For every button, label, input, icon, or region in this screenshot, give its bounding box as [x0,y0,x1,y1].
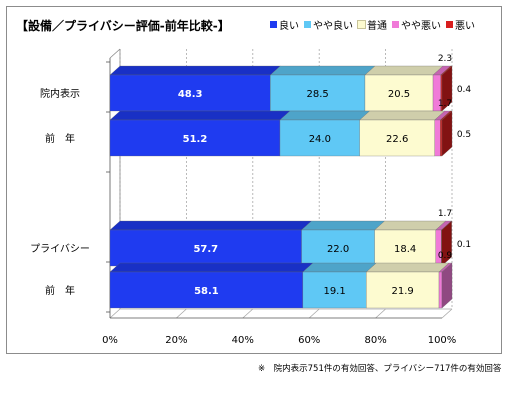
legend-item-2: 普通 [357,17,387,32]
bar-segment [364,74,434,112]
data-label: 51.2 [183,134,208,145]
legend-item-3: やや悪い [392,17,441,32]
bar-top-face [109,110,291,121]
data-label: 21.9 [392,286,414,297]
legend-item-4: 悪い [446,17,475,32]
data-label: 28.5 [307,89,329,100]
bar-top-face [359,110,446,121]
wall-line [109,48,121,59]
x-tick-label: 80% [364,335,386,346]
floor-line [176,308,187,319]
bar-top-face [109,65,281,76]
legend-item-1: やや良い [304,17,353,32]
x-tick-label: 60% [298,335,320,346]
bar-top-face [302,262,377,273]
category-label: 前 年 [45,132,75,145]
data-label-small: 1.7 [438,99,452,109]
legend-swatch [446,21,453,28]
data-label: 20.5 [388,89,410,100]
bar-segment [279,119,360,157]
legend-label: 良い [279,21,299,32]
category-label: 院内表示 [40,87,80,100]
bar-top-face [279,110,371,121]
bar-segment [109,229,302,267]
category-label: 前 年 [45,284,75,297]
legend-label: 普通 [367,21,387,32]
bar-segment [109,119,281,157]
bar-segment [301,229,375,267]
data-label: 24.0 [309,134,331,145]
category-label: プライバシー [30,243,90,255]
data-label-tiny: 0.4 [457,85,472,95]
floor-line [308,308,320,319]
floor-line [109,308,121,319]
bar-segment [434,119,441,157]
legend-label: やや悪い [401,21,441,32]
data-label: 22.6 [386,134,408,145]
x-tick-label: 40% [232,335,254,346]
bar-segment [374,229,436,267]
data-label-small: 1.7 [438,209,452,219]
bar-top-face [374,220,447,231]
bar-segment [270,74,366,112]
footnote: ※ 院内表示751件の有効回答、プライバシー717件の有効回答 [258,364,502,374]
x-tick-label: 0% [102,335,118,346]
data-label: 22.0 [327,244,349,255]
bar-segment [366,271,440,309]
chart-legend: 良い やや良い 普通 やや悪い 悪い [270,17,475,32]
bar-end-face [441,65,453,112]
data-label-tiny: 0.5 [457,130,471,140]
bar-end-face [441,262,453,309]
bar-end-face [441,220,452,267]
bar-top-face [301,220,385,231]
data-label: 19.1 [323,286,345,297]
legend-swatch [357,20,366,29]
chart-title: 【設備／プライバシー評価-前年比較-】 [16,19,230,33]
x-tick-label: 20% [165,335,187,346]
floor-line [242,308,254,319]
legend-swatch [392,21,399,28]
legend-label: やや良い [313,21,353,32]
data-label-tiny: 0.1 [457,240,471,250]
bar-top-face [364,65,444,76]
legend-swatch [270,21,277,28]
bar-segment [109,271,304,309]
data-label-small: 2.3 [438,54,452,64]
bar-segment [359,119,435,157]
bar-segment [440,119,443,157]
data-label-small: 0.9 [438,251,453,261]
bar-end-face [441,110,453,157]
bar-top-face [269,65,376,76]
bar-top-face [109,262,314,273]
bar-segment [438,271,443,309]
data-label: 18.4 [394,244,416,255]
bar-top-face [365,262,450,273]
bar-top-face [109,220,312,231]
floor-line [441,308,453,319]
data-label: 58.1 [194,286,219,297]
bar-segment [302,271,367,309]
legend-swatch [304,21,311,28]
x-tick-label: 100% [428,335,457,346]
floor-line [375,308,386,319]
data-label: 48.3 [178,89,203,100]
legend-label: 悪い [455,21,475,32]
legend-item-0: 良い [270,17,299,32]
data-label: 57.7 [193,244,218,255]
